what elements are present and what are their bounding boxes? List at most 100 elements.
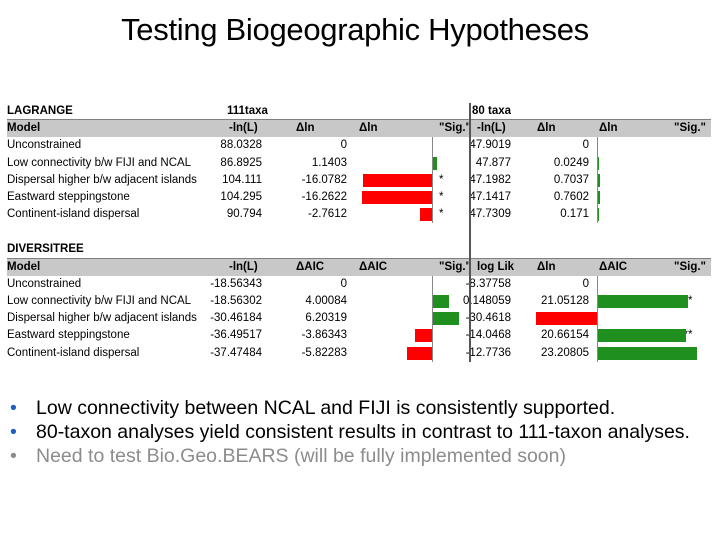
negative-bar xyxy=(406,346,432,360)
sig-marker: * xyxy=(439,191,444,203)
value-cell: 0.7037 xyxy=(553,173,589,186)
diversitree-section-label: DIVERSITREE xyxy=(7,241,711,258)
section-title: LAGRANGE xyxy=(7,105,73,117)
value-cell: 47.1982 xyxy=(469,173,511,186)
bullet-item: • Low connectivity between NCAL and FIJI … xyxy=(10,397,616,419)
negative-bar xyxy=(362,191,432,204)
value-cell: -18.56302 xyxy=(210,295,262,307)
positive-bar xyxy=(597,156,599,170)
model-name: Low connectivity b/w FIJI and NCAL xyxy=(7,295,192,307)
positive-bar xyxy=(597,208,599,222)
table-row: Dispersal higher b/w adjacent islands 104… xyxy=(7,172,711,189)
negative-bar xyxy=(415,329,432,343)
value-cell: 47.9019 xyxy=(469,139,511,152)
value-cell: 0.171 xyxy=(560,208,589,221)
value-cell: 4.00084 xyxy=(305,295,347,307)
positive-bar xyxy=(597,295,688,308)
zero-line xyxy=(597,137,598,224)
zero-line xyxy=(597,275,598,362)
table-row: Low connectivity b/w FIJI and NCAL 86.892… xyxy=(7,155,711,172)
positive-bar xyxy=(597,346,697,360)
bullet-item: • 80-taxon analyses yield consistent resu… xyxy=(10,421,690,443)
value-cell: -30.46184 xyxy=(210,312,262,325)
model-name: Eastward steppingstone xyxy=(7,191,130,203)
table-row: Eastward steppingstone 104.295 -16.2622 * 47… xyxy=(7,189,711,206)
column-header: Δln xyxy=(537,122,556,135)
value-cell: 20.66154 xyxy=(541,329,589,342)
model-name: Continent-island dispersal xyxy=(7,208,140,221)
column-header: Model xyxy=(7,260,41,273)
column-header: -ln(L) xyxy=(229,122,258,135)
model-name: Unconstrained xyxy=(7,139,82,152)
column-header: "Sig." xyxy=(439,260,471,273)
zero-line xyxy=(432,137,433,224)
model-name: Unconstrained xyxy=(7,277,82,290)
column-header: -ln(L) xyxy=(229,260,258,273)
sig-marker: * xyxy=(439,173,444,186)
group-label: 111taxa xyxy=(227,105,268,117)
negative-bar xyxy=(536,312,597,326)
value-cell: 104.295 xyxy=(220,191,262,203)
group-divider xyxy=(469,103,471,362)
value-cell: 86.8925 xyxy=(220,156,262,169)
model-name: Dispersal higher b/w adjacent islands xyxy=(7,312,197,325)
slide-title: Testing Biogeographic Hypotheses xyxy=(121,12,589,47)
value-cell: 0.7602 xyxy=(553,191,589,203)
value-cell: 0 xyxy=(582,277,589,290)
value-cell: -30.4618 xyxy=(465,312,511,325)
value-cell: 47.1417 xyxy=(469,191,511,203)
table-row: Unconstrained 88.0328 0 47.9019 0 xyxy=(7,137,711,154)
column-header: Model xyxy=(7,122,41,135)
value-cell: -37.47484 xyxy=(210,346,262,359)
section-title: DIVERSITREE xyxy=(7,243,84,256)
value-cell: -12.7736 xyxy=(465,346,511,359)
positive-bar xyxy=(597,329,686,343)
sig-marker: * xyxy=(439,208,444,221)
model-name: Low connectivity b/w FIJI and NCAL xyxy=(7,156,192,169)
value-cell: 1.1403 xyxy=(311,156,347,169)
positive-bar xyxy=(597,191,601,204)
value-cell: 23.20805 xyxy=(541,346,589,359)
group-label: 80 taxa xyxy=(472,105,512,117)
value-cell: 6.20319 xyxy=(305,312,347,325)
positive-bar xyxy=(432,295,450,308)
value-cell: -2.7612 xyxy=(307,208,347,221)
column-header: -ln(L) xyxy=(477,122,506,135)
model-name: Continent-island dispersal xyxy=(7,346,140,359)
column-header: "Sig." xyxy=(674,260,706,273)
column-header: "Sig." xyxy=(674,122,706,135)
positive-bar xyxy=(597,173,601,187)
value-cell: 0 xyxy=(340,277,347,290)
zero-line xyxy=(432,275,433,362)
table-row: Eastward steppingstone -36.49517 -3.86343 -… xyxy=(7,327,711,344)
value-cell: 104.111 xyxy=(222,173,262,186)
lagrange-section-label: LAGRANGE 111taxa 80 taxa xyxy=(7,103,711,120)
table-row: Continent-island dispersal 90.794 -2.7612 *… xyxy=(7,206,711,223)
value-cell: 47.877 xyxy=(475,156,511,169)
table-row: Unconstrained -18.56343 0 -8.37758 0 xyxy=(7,276,711,293)
value-cell: -3.86343 xyxy=(301,329,347,342)
column-header: "Sig." xyxy=(439,122,471,135)
value-cell: -36.49517 xyxy=(210,329,262,342)
value-cell: 47.7309 xyxy=(469,208,511,221)
value-cell: 21.05128 xyxy=(541,295,589,307)
value-cell: -18.56343 xyxy=(210,277,262,290)
value-cell: 0 xyxy=(340,139,347,152)
model-name: Dispersal higher b/w adjacent islands xyxy=(7,173,197,186)
value-cell: 0.148059 xyxy=(463,295,511,307)
value-cell: -5.82283 xyxy=(301,346,347,359)
column-header: ΔAIC xyxy=(359,260,388,273)
value-cell: -8.37758 xyxy=(465,277,511,290)
column-header: Δln xyxy=(599,122,618,135)
value-cell: -16.0782 xyxy=(301,173,347,186)
model-name: Eastward steppingstone xyxy=(7,329,130,342)
table-row: Dispersal higher b/w adjacent islands -30… xyxy=(7,310,711,327)
column-header: Δln xyxy=(296,122,315,135)
column-header: ΔAIC xyxy=(599,260,628,273)
value-cell: 88.0328 xyxy=(220,139,262,152)
value-cell: -14.0468 xyxy=(465,329,511,342)
negative-bar xyxy=(362,173,432,187)
bullet-list: • Low connectivity between NCAL and FIJI … xyxy=(10,396,710,468)
positive-bar xyxy=(432,156,437,170)
value-cell: 0.0249 xyxy=(553,156,589,169)
